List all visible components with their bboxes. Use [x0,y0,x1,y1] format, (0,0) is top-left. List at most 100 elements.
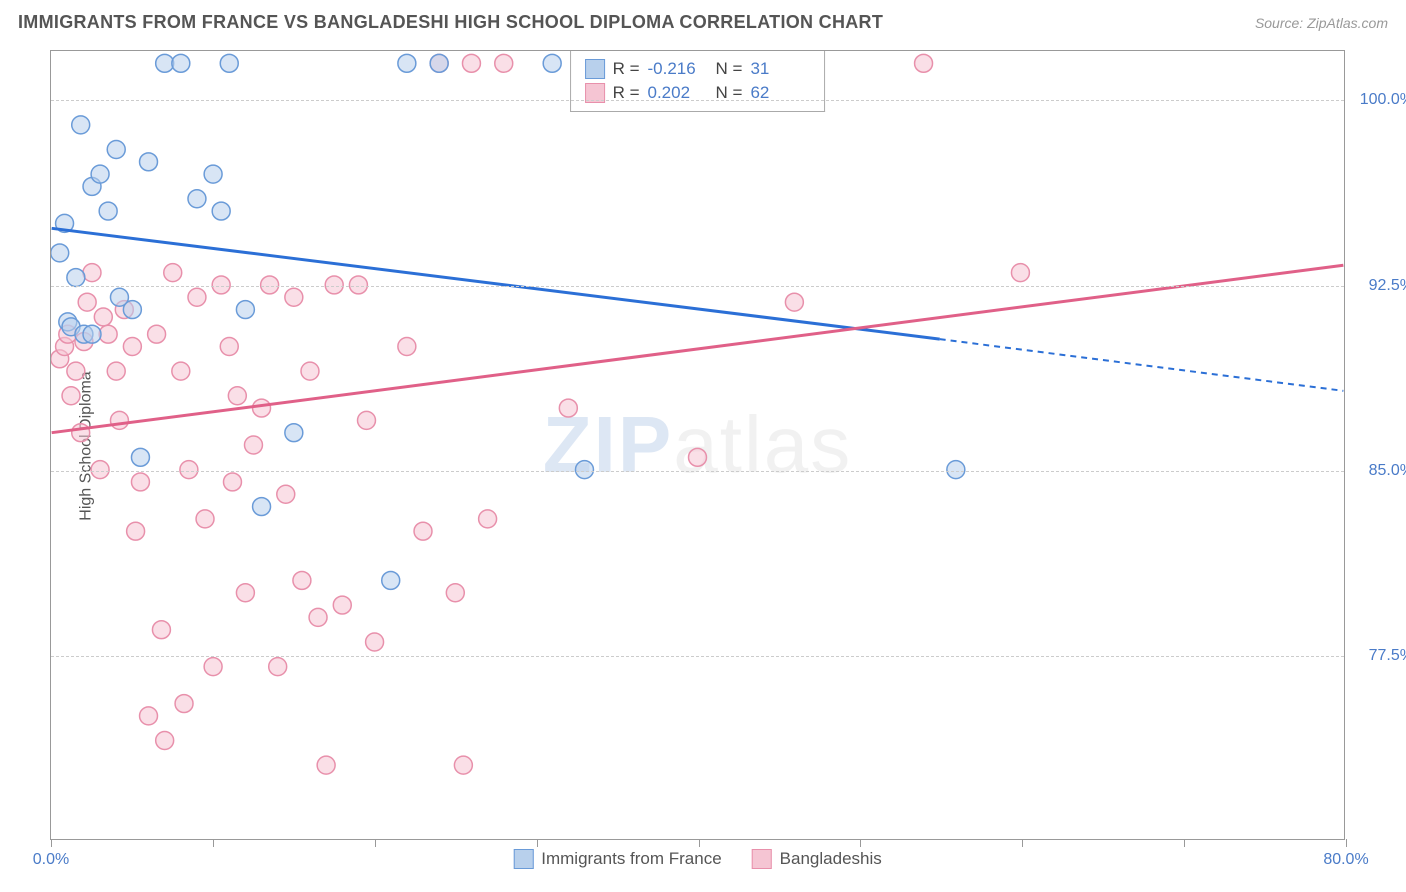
data-point [236,584,254,602]
gridline [51,656,1344,657]
data-point [220,338,238,356]
legend-row-france: R = -0.216 N = 31 [585,57,811,81]
data-point [83,264,101,282]
regression-line-extrapolated [940,339,1344,391]
data-point [127,522,145,540]
regression-line [52,228,940,339]
data-point [253,399,271,417]
data-point [140,707,158,725]
data-point [175,695,193,713]
gridline [51,471,1344,472]
xtick [860,839,861,847]
data-point [140,153,158,171]
data-point [99,325,117,343]
ytick-label: 100.0% [1354,91,1406,109]
data-point [244,436,262,454]
data-point [107,141,125,159]
data-point [414,522,432,540]
data-point [204,658,222,676]
data-point [309,608,327,626]
data-point [188,288,206,306]
legend-row-bangladeshi: R = 0.202 N = 62 [585,81,811,105]
data-point [72,424,90,442]
xtick [537,839,538,847]
data-point [333,596,351,614]
data-point [446,584,464,602]
data-point [107,362,125,380]
data-point [99,202,117,220]
swatch-bangladeshi-bottom [752,849,772,869]
data-point [110,411,128,429]
xtick [1346,839,1347,847]
swatch-france-bottom [513,849,533,869]
scatter-svg [51,51,1344,839]
data-point [51,244,69,262]
data-point [236,301,254,319]
data-point [785,293,803,311]
legend-label-france: Immigrants from France [541,849,721,869]
data-point [152,621,170,639]
data-point [131,448,149,466]
legend-bottom: Immigrants from France Bangladeshis [513,849,882,869]
xtick [375,839,376,847]
data-point [462,54,480,72]
n-value-france: 31 [750,59,810,79]
xtick [1022,839,1023,847]
legend-top: R = -0.216 N = 31 R = 0.202 N = 62 [570,51,826,112]
data-point [212,202,230,220]
xtick [51,839,52,847]
data-point [94,308,112,326]
data-point [148,325,166,343]
data-point [62,387,80,405]
data-point [285,424,303,442]
data-point [277,485,295,503]
xtick-label: 80.0% [1323,851,1368,869]
data-point [495,54,513,72]
data-point [172,362,190,380]
data-point [358,411,376,429]
data-point [285,288,303,306]
data-point [915,54,933,72]
data-point [575,461,593,479]
data-point [67,269,85,287]
ytick-label: 77.5% [1354,647,1406,665]
xtick [699,839,700,847]
data-point [123,338,141,356]
data-point [83,325,101,343]
data-point [947,461,965,479]
data-point [220,54,238,72]
xtick-label: 0.0% [33,851,69,869]
data-point [317,756,335,774]
data-point [78,293,96,311]
data-point [91,165,109,183]
data-point [559,399,577,417]
data-point [156,54,174,72]
r-value-france: -0.216 [648,59,708,79]
data-point [366,633,384,651]
regression-line [52,265,1344,432]
legend-item-bangladeshi: Bangladeshis [752,849,882,869]
data-point [67,362,85,380]
data-point [164,264,182,282]
data-point [398,338,416,356]
data-point [253,498,271,516]
data-point [398,54,416,72]
data-point [123,301,141,319]
legend-label-bangladeshi: Bangladeshis [780,849,882,869]
gridline [51,286,1344,287]
legend-item-france: Immigrants from France [513,849,721,869]
source-label: Source: ZipAtlas.com [1255,15,1388,31]
data-point [454,756,472,774]
data-point [293,571,311,589]
data-point [1011,264,1029,282]
header: IMMIGRANTS FROM FRANCE VS BANGLADESHI HI… [18,12,1388,33]
xtick [213,839,214,847]
data-point [689,448,707,466]
ytick-label: 92.5% [1354,277,1406,295]
data-point [301,362,319,380]
chart-title: IMMIGRANTS FROM FRANCE VS BANGLADESHI HI… [18,12,883,33]
data-point [430,54,448,72]
data-point [382,571,400,589]
chart-plot-area: ZIPatlas R = -0.216 N = 31 R = 0.202 N =… [50,50,1345,840]
data-point [91,461,109,479]
